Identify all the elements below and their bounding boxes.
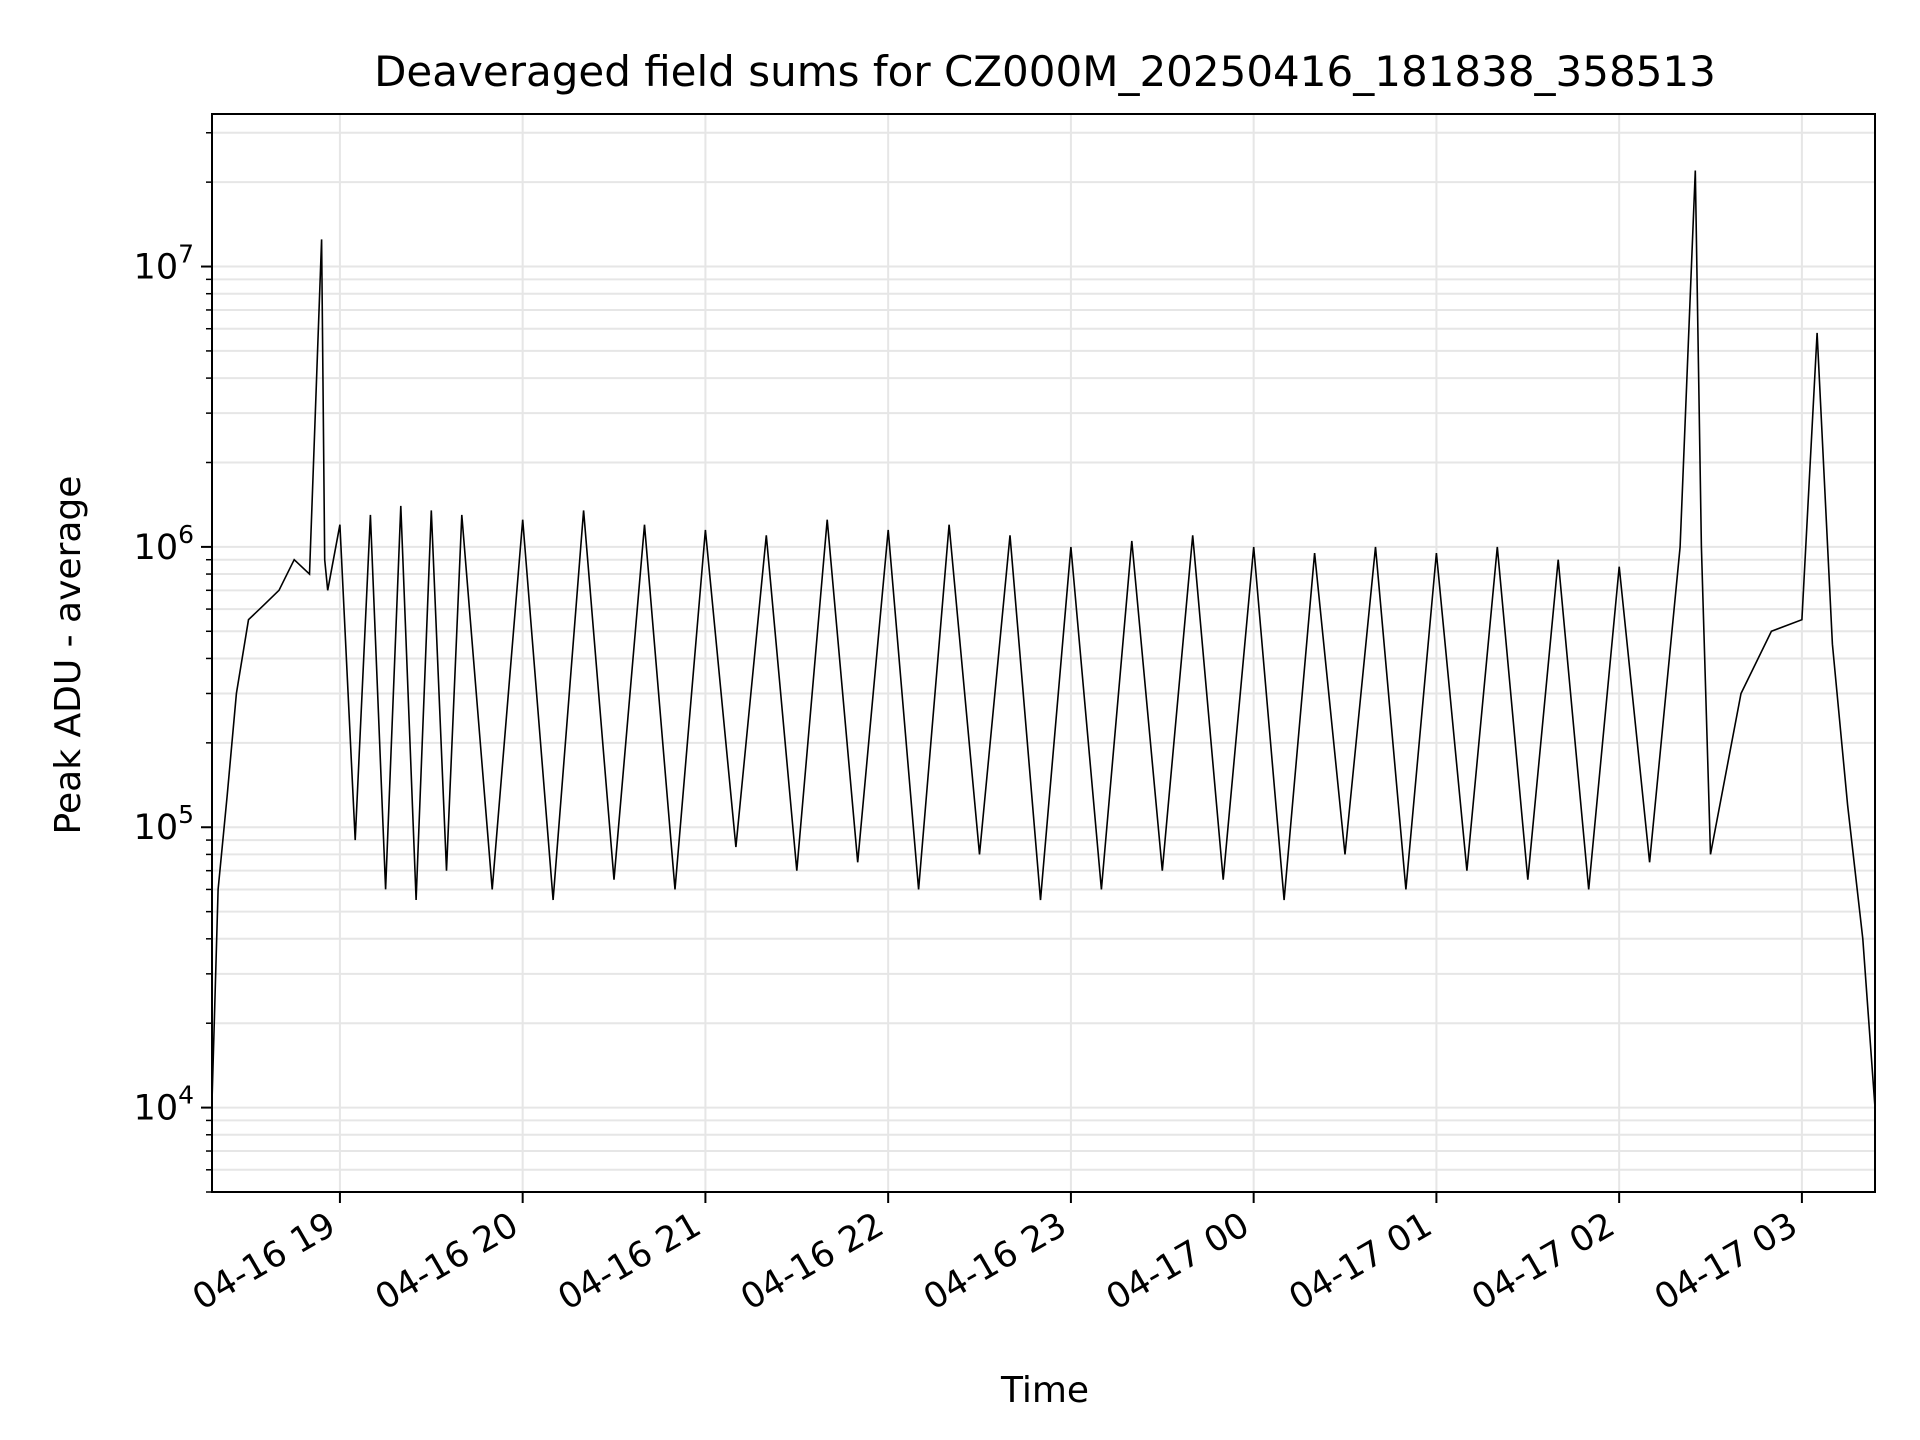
y-tick-label: 107 (134, 240, 194, 288)
x-axis-label: Time (1000, 1370, 1089, 1411)
y-axis-label: Peak ADU - average (48, 476, 89, 835)
chart-title: Deaveraged field sums for CZ000M_2025041… (374, 47, 1716, 96)
y-axis-ticks: 104 105 106 107 (134, 132, 212, 1193)
plot-frame (211, 113, 1876, 1193)
y-tick-label: 104 (134, 1081, 194, 1129)
y-tick-label: 106 (134, 520, 194, 568)
y-tick-label: 105 (134, 800, 194, 848)
series-line-layer (211, 170, 1876, 1108)
series-line (211, 170, 1876, 1108)
